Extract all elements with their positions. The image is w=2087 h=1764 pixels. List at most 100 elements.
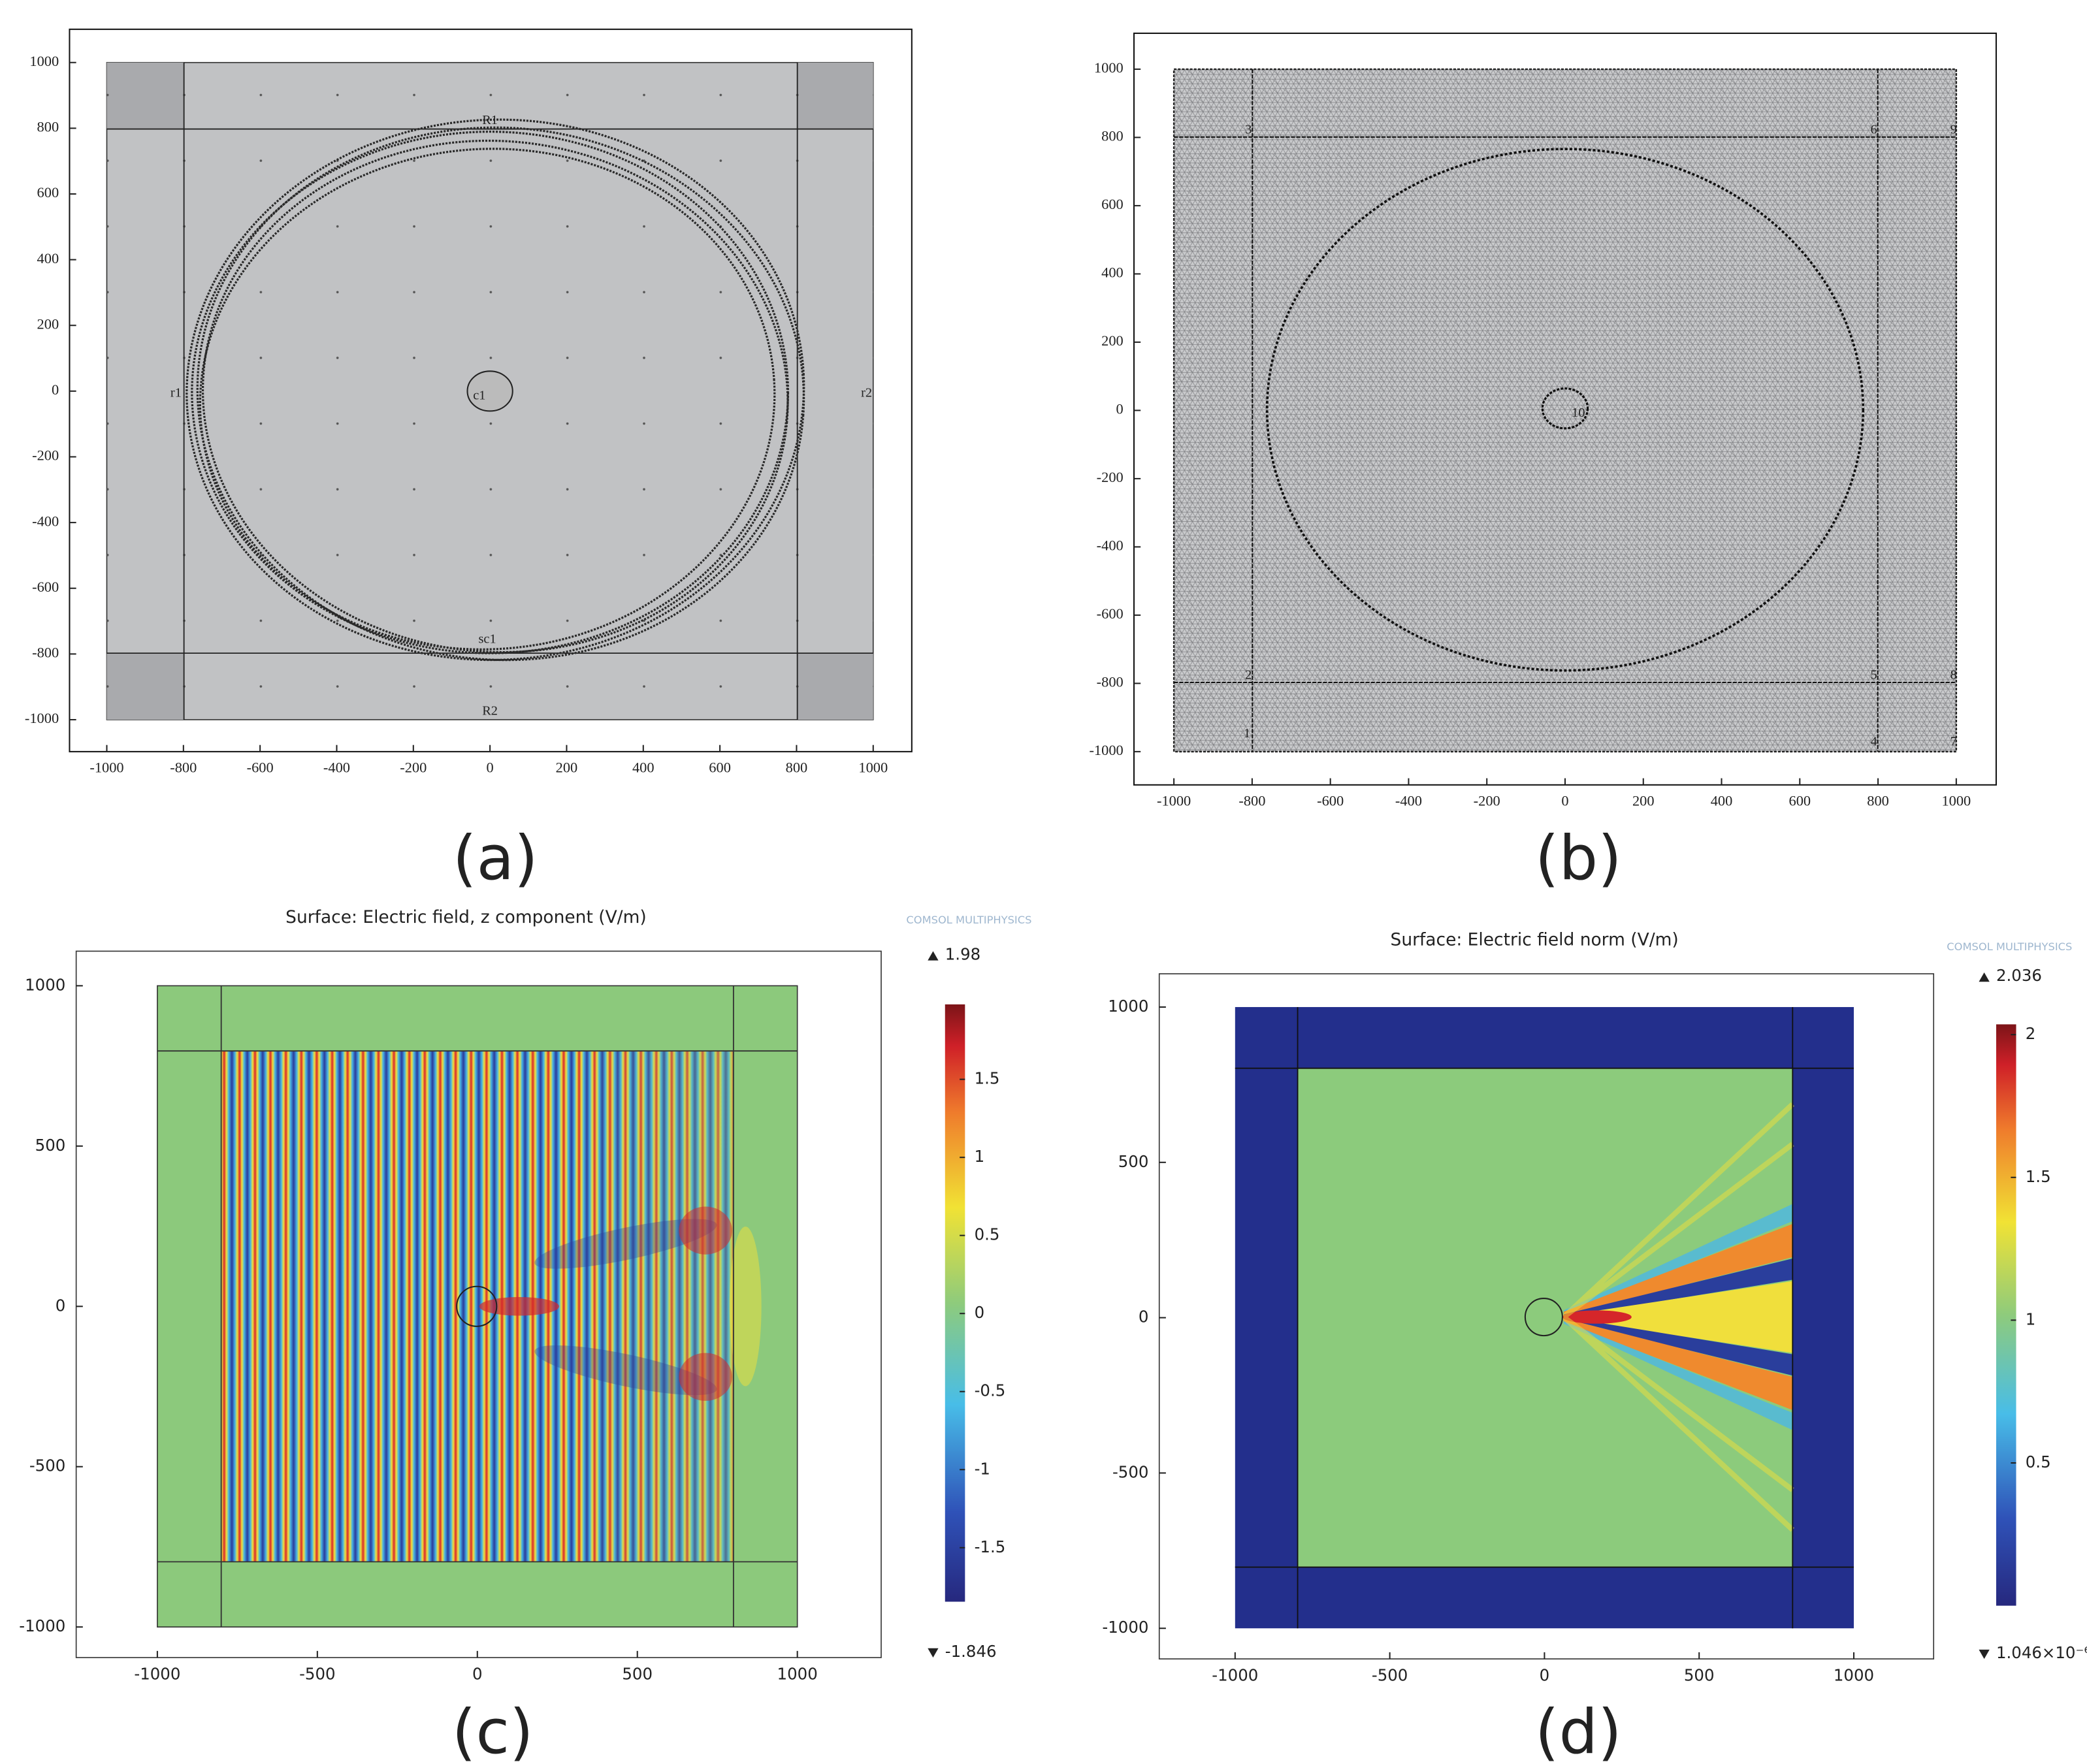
plot-title: Surface: Electric field norm (V/m) <box>1391 930 1679 950</box>
colorbar-max: 2.036 <box>1996 966 2042 985</box>
colorbar-tick-label: 1.5 <box>975 1069 1000 1088</box>
y-tick-label: 0 <box>1116 401 1124 417</box>
panel-label: (a) <box>453 823 538 894</box>
x-tick-label: -800 <box>170 759 197 775</box>
x-tick-label: -1000 <box>1212 1666 1258 1685</box>
y-tick-label: 400 <box>1101 265 1124 281</box>
x-tick-label: 0 <box>487 759 494 775</box>
y-tick-label: -200 <box>1097 469 1124 485</box>
y-tick-label: -800 <box>32 645 59 661</box>
y-tick-label: 0 <box>1139 1307 1149 1326</box>
x-tick-label: 400 <box>1711 792 1733 809</box>
y-tick-label: 1000 <box>1094 59 1124 76</box>
panel-label: (b) <box>1535 823 1622 894</box>
x-tick-label: -500 <box>1372 1666 1408 1685</box>
colorbar <box>945 1004 965 1602</box>
y-tick-label: -1000 <box>1102 1618 1148 1637</box>
y-tick-label: -200 <box>32 447 59 464</box>
annotation: 6 <box>1870 122 1877 136</box>
min-marker <box>1979 1650 1989 1659</box>
colorbar-tick-label: 1.5 <box>2026 1167 2051 1186</box>
annotation: sc1 <box>478 632 496 646</box>
min-marker <box>928 1648 938 1658</box>
y-tick-label: 1000 <box>29 53 59 69</box>
y-tick-label: -500 <box>29 1456 65 1475</box>
x-tick-label: 800 <box>786 759 808 775</box>
y-tick-label: -500 <box>1112 1462 1148 1481</box>
panel-b <box>1134 33 1996 785</box>
y-tick-label: 600 <box>1101 196 1124 212</box>
annotation: R2 <box>482 703 498 718</box>
colorbar-tick-label: 1 <box>975 1147 985 1166</box>
annotation: r2 <box>861 386 872 400</box>
annotation: 8 <box>1950 667 1957 682</box>
max-marker <box>1979 972 1989 982</box>
y-tick-label: 800 <box>1101 128 1124 144</box>
annotation: 10 <box>1572 406 1585 420</box>
annotation: 9 <box>1950 122 1957 136</box>
colorbar-min: 1.046×10⁻⁶ <box>1996 1643 2087 1662</box>
x-tick-label: -200 <box>400 759 427 775</box>
x-tick-label: -200 <box>1474 792 1500 809</box>
y-tick-label: 400 <box>37 250 59 266</box>
y-tick-label: 500 <box>35 1136 66 1155</box>
x-tick-label: 600 <box>1789 792 1811 809</box>
y-tick-label: -1000 <box>1089 742 1123 758</box>
y-tick-label: 0 <box>56 1296 66 1315</box>
colorbar-tick-label: 1 <box>2026 1309 2036 1328</box>
figure: -1000-800-600-400-20002004006008001000-1… <box>0 0 2087 1764</box>
x-tick-label: -1000 <box>89 759 123 775</box>
cylinder <box>1525 1298 1562 1336</box>
x-tick-label: -500 <box>299 1665 335 1684</box>
colorbar-tick-label: 2 <box>2026 1024 2036 1043</box>
annotation: c1 <box>473 389 485 403</box>
colorbar-tick-label: 0.5 <box>975 1225 1000 1244</box>
x-tick-label: 1000 <box>1941 792 1971 809</box>
panel-d <box>1159 972 2016 1659</box>
y-tick-label: 200 <box>1101 332 1124 349</box>
colorbar-tick-label: -0.5 <box>975 1381 1006 1400</box>
x-tick-label: -1000 <box>134 1665 180 1684</box>
x-tick-label: -400 <box>1395 792 1422 809</box>
colorbar-max: 1.98 <box>945 945 980 964</box>
plot-title: Surface: Electric field, z component (V/… <box>285 907 647 927</box>
y-tick-label: -400 <box>1097 537 1124 554</box>
colorbar-tick-label: 0.5 <box>2026 1452 2051 1471</box>
max-marker <box>928 951 938 960</box>
x-tick-label: -600 <box>1317 792 1344 809</box>
shape <box>679 1353 732 1401</box>
x-tick-label: 800 <box>1867 792 1889 809</box>
x-tick-label: 0 <box>472 1665 483 1684</box>
mesh <box>1174 69 1956 752</box>
x-tick-label: 1000 <box>777 1665 818 1684</box>
y-tick-label: 0 <box>52 381 59 398</box>
annotation: 2 <box>1245 667 1252 682</box>
y-tick-label: -600 <box>32 579 59 595</box>
x-tick-label: 1000 <box>858 759 888 775</box>
panel-c <box>76 951 965 1658</box>
x-tick-label: 200 <box>1632 792 1655 809</box>
x-tick-label: -800 <box>1238 792 1265 809</box>
y-tick-label: 1000 <box>25 975 65 994</box>
shape <box>479 1297 559 1316</box>
x-tick-label: 0 <box>1540 1666 1550 1685</box>
y-tick-label: -600 <box>1097 605 1124 622</box>
shape <box>679 1207 732 1255</box>
watermark: COMSOL MULTIPHYSICS <box>906 914 1031 926</box>
y-tick-label: 200 <box>37 315 59 332</box>
x-tick-label: 200 <box>556 759 578 775</box>
x-tick-label: -400 <box>323 759 350 775</box>
page: {"panels": [ {"label": "(a)", "xticks": … <box>0 0 2087 1764</box>
x-tick-label: 1000 <box>1834 1666 1874 1685</box>
watermark: COMSOL MULTIPHYSICS <box>1947 940 2072 953</box>
colorbar-tick-label: -1 <box>975 1459 990 1478</box>
annotation: 7 <box>1950 734 1957 748</box>
y-tick-label: 800 <box>37 119 59 135</box>
annotation: 5 <box>1870 667 1877 682</box>
x-tick-label: 600 <box>709 759 731 775</box>
annotation: 1 <box>1244 726 1250 741</box>
y-tick-label: -400 <box>32 513 59 529</box>
shape <box>730 1227 762 1386</box>
y-tick-label: -800 <box>1097 674 1124 690</box>
body: -1000-800-600-400-20002004006008001000-1… <box>0 0 2087 1764</box>
